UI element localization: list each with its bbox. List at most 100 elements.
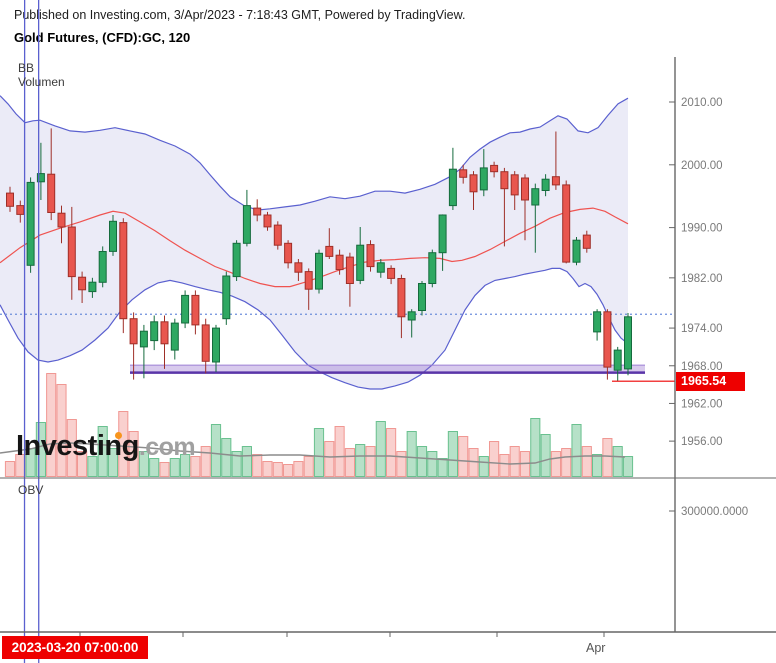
- price-tick-label: 1990.00: [681, 223, 723, 235]
- candle-body: [376, 262, 385, 273]
- candle-body: [181, 294, 190, 324]
- candle-body: [531, 188, 540, 206]
- volume-bar: [97, 426, 108, 477]
- candle-body: [407, 311, 416, 321]
- candle-body: [459, 169, 468, 178]
- candle-body: [479, 167, 488, 191]
- volume-bar: [56, 384, 67, 477]
- candle-body: [325, 245, 334, 257]
- candle-body: [335, 254, 344, 271]
- volume-bar: [138, 451, 150, 477]
- candle-body: [201, 324, 210, 362]
- indicator-label-bb[interactable]: BB: [18, 61, 35, 75]
- volume-bar: [386, 428, 397, 477]
- candle-body: [78, 276, 87, 291]
- volume-bar: [180, 454, 191, 477]
- candle-body: [26, 181, 35, 266]
- volume-bar: [159, 462, 170, 477]
- candle-body: [16, 205, 25, 215]
- volume-bar: [149, 458, 160, 477]
- indicator-label-obv[interactable]: OBV: [18, 483, 44, 497]
- volume-bar: [303, 456, 314, 477]
- volume-bar: [396, 451, 407, 477]
- volume-bar: [365, 446, 376, 477]
- volume-bar: [581, 446, 592, 477]
- volume-bar: [592, 454, 603, 477]
- volume-bar: [499, 454, 510, 477]
- volume-bar: [77, 451, 88, 477]
- volume-bar: [612, 446, 623, 477]
- candle-body: [109, 220, 117, 252]
- x-axis-month-label: Apr: [586, 641, 606, 655]
- volume-bar: [35, 422, 46, 477]
- volume-bar: [262, 461, 273, 477]
- price-tick-label: 1956.00: [681, 436, 723, 448]
- candle-body: [345, 256, 354, 285]
- candle-body: [304, 271, 313, 290]
- candle-body: [315, 252, 323, 290]
- volume-bar: [221, 438, 232, 477]
- volume-bar: [66, 419, 77, 477]
- candle-body: [510, 174, 519, 196]
- candle-body: [119, 222, 128, 320]
- volume-bar: [200, 446, 211, 477]
- support-zone: [130, 364, 645, 374]
- price-tick-label: 1974.00: [681, 323, 723, 335]
- volume-bar: [355, 444, 366, 477]
- bb-lower-line: [0, 267, 629, 390]
- volume-bar: [458, 436, 469, 477]
- volume-bar: [561, 448, 572, 477]
- candle-body: [253, 207, 262, 216]
- axes-frame: [0, 57, 776, 633]
- candle-body: [541, 178, 550, 191]
- bollinger-bands: [0, 95, 629, 390]
- investing-logo-orange-dot: [115, 432, 122, 439]
- candles: [6, 128, 632, 382]
- candle-body: [397, 278, 406, 318]
- volume-bar: [107, 448, 119, 477]
- candle-body: [438, 214, 447, 254]
- volume-bar: [622, 456, 634, 477]
- volume-bar: [375, 421, 386, 477]
- candle-body: [129, 318, 138, 345]
- last-price-badge: 1965.54: [676, 372, 745, 391]
- volume-bar: [252, 454, 263, 477]
- candle-body: [562, 184, 571, 263]
- volume-bar: [550, 451, 561, 477]
- candle-body: [418, 283, 426, 311]
- volume-bar: [468, 448, 479, 477]
- volume-bar: [272, 462, 283, 477]
- bb-upper-line: [0, 95, 629, 211]
- candle-body: [448, 168, 457, 207]
- publish-info: Published on Investing.com, 3/Apr/2023 -…: [14, 8, 466, 22]
- indicator-label-volume[interactable]: Volumen: [18, 75, 65, 89]
- instrument-title: Gold Futures, (CFD):GC, 120: [14, 30, 191, 45]
- candle-body: [356, 244, 365, 281]
- obv-tick-label: 300000.0000: [681, 506, 748, 518]
- candle-body: [500, 171, 509, 190]
- volume-bar: [344, 448, 355, 477]
- investing-logo-suffix: .com: [138, 433, 196, 461]
- candle-body: [88, 281, 97, 293]
- candle-body: [366, 244, 375, 268]
- volume-bar: [334, 426, 345, 477]
- volume-bar: [489, 441, 500, 477]
- price-tick-label: 1982.00: [681, 273, 723, 285]
- volume-bar: [447, 431, 458, 477]
- candle-body: [624, 316, 632, 370]
- candle-body: [613, 349, 622, 371]
- candle-body: [57, 212, 66, 228]
- candle-body: [469, 174, 478, 193]
- volume-bar: [46, 373, 57, 477]
- volume-bar: [241, 446, 253, 477]
- volume-bar: [437, 458, 448, 477]
- candle-body: [6, 192, 14, 207]
- bb-fill: [0, 95, 628, 389]
- volume-bar: [293, 461, 304, 477]
- candle-body: [212, 327, 220, 363]
- volume-ma-line: [0, 442, 626, 465]
- candle-body: [36, 173, 45, 183]
- price-axis-labels: 2010.00 2000.00 1990.00 1982.00 1974.00 1968.…: [669, 97, 723, 448]
